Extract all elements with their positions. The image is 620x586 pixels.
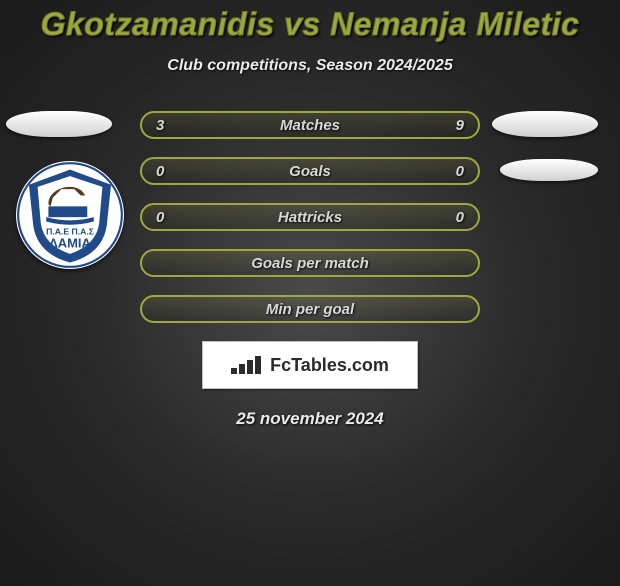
stats-container: Π.Α.Ε Π.Α.Σ ΛΑΜΙΑ 3 Matches 9 0 Goals 0 … xyxy=(0,111,620,323)
stat-right-value: 0 xyxy=(456,209,464,226)
stat-label: Goals per match xyxy=(142,255,478,272)
player-left-ribbon xyxy=(6,111,112,137)
brand-box[interactable]: FcTables.com xyxy=(202,341,418,389)
subtitle: Club competitions, Season 2024/2025 xyxy=(0,57,620,75)
player-right-ribbon xyxy=(492,111,598,137)
stat-left-value: 0 xyxy=(156,163,164,180)
stat-label: Goals xyxy=(142,163,478,180)
stat-row-mpg: Min per goal xyxy=(0,295,620,323)
page-title: Gkotzamanidis vs Nemanja Miletic xyxy=(0,6,620,43)
badge-text-main: ΛΑΜΙΑ xyxy=(49,235,91,250)
stat-left-value: 0 xyxy=(156,209,164,226)
bar-chart-icon xyxy=(231,356,261,374)
brand-text: FcTables.com xyxy=(270,355,389,376)
stat-label: Hattricks xyxy=(142,209,478,226)
stat-label: Min per goal xyxy=(142,301,478,318)
club-badge: Π.Α.Ε Π.Α.Σ ΛΑΜΙΑ xyxy=(16,161,124,269)
stat-left-value: 3 xyxy=(156,117,164,134)
player-right-ribbon-2 xyxy=(500,159,598,181)
stat-right-value: 0 xyxy=(456,163,464,180)
footer-date: 25 november 2024 xyxy=(0,409,620,429)
stat-right-value: 9 xyxy=(456,117,464,134)
stat-label: Matches xyxy=(142,117,478,134)
